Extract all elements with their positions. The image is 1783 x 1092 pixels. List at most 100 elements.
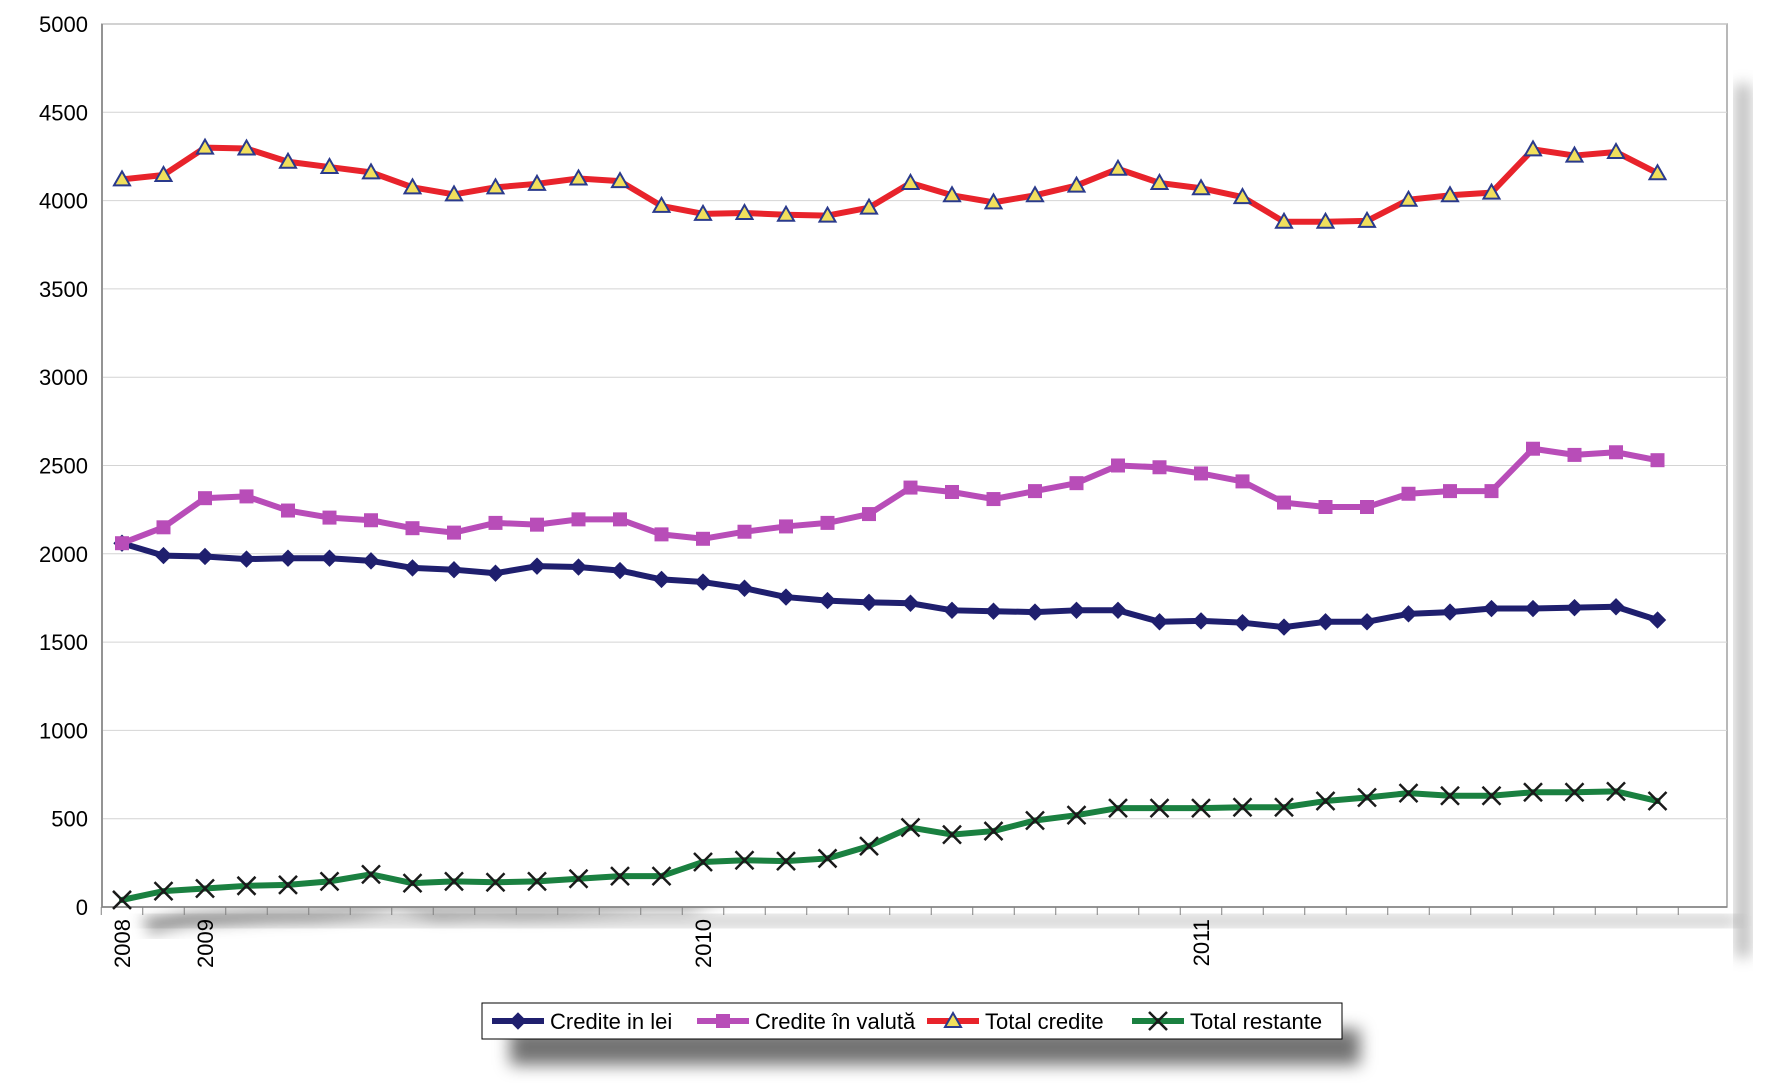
data-point-triangle — [1523, 139, 1543, 157]
data-point-diamond — [860, 593, 878, 612]
data-point-square — [1567, 447, 1582, 462]
data-point-square — [1609, 445, 1623, 460]
data-point-triangle — [527, 173, 547, 191]
data-point-diamond — [943, 601, 961, 620]
data-point-square — [1028, 484, 1042, 499]
plot-shadow-bottom — [142, 915, 1737, 927]
data-point-triangle — [1647, 163, 1668, 181]
data-point-diamond — [1358, 613, 1376, 631]
data-point-x — [1315, 791, 1336, 811]
data-point-x — [1148, 1011, 1168, 1031]
data-point-diamond — [237, 550, 256, 568]
data-point-square — [364, 513, 378, 528]
data-point-x — [485, 872, 506, 893]
data-point-x — [527, 871, 547, 892]
data-point-triangle — [444, 184, 464, 202]
data-point-square — [1235, 474, 1250, 489]
data-point-x — [195, 878, 215, 899]
y-tick-label: 4000 — [39, 189, 88, 214]
data-point-triangle — [1066, 175, 1087, 193]
data-point-x — [1564, 782, 1585, 803]
data-point-square — [716, 1014, 730, 1028]
data-point-triangle — [1025, 185, 1045, 203]
legend-label: Credite in lei — [550, 1009, 672, 1034]
y-tick-label: 0 — [76, 895, 88, 920]
data-point-triangle — [319, 157, 340, 175]
data-point-square — [115, 536, 129, 551]
data-point-diamond — [984, 602, 1003, 620]
data-point-x — [817, 848, 838, 869]
data-point-diamond — [569, 558, 588, 576]
legend-box — [481, 1002, 1343, 1040]
legend-item: Credite in lei — [492, 1009, 672, 1034]
x-tick-label: 2009 — [193, 919, 218, 968]
data-point-square — [488, 515, 503, 530]
data-point-x — [361, 864, 381, 885]
data-point-x — [983, 821, 1004, 841]
data-point-x — [734, 850, 755, 871]
data-point-x — [942, 824, 962, 845]
data-point-diamond — [196, 547, 214, 566]
data-point-x — [1481, 785, 1502, 806]
y-tick-label: 3500 — [39, 277, 88, 302]
data-point-square — [322, 510, 337, 525]
data-point-square — [779, 519, 793, 534]
data-point-triangle — [776, 204, 796, 222]
data-point-square — [820, 515, 835, 530]
data-point-x — [1232, 797, 1253, 818]
data-point-diamond — [320, 549, 339, 567]
data-point-square — [1401, 486, 1416, 501]
data-point-diamond — [1192, 612, 1210, 630]
data-point-diamond — [279, 549, 297, 567]
data-point-square — [1360, 500, 1374, 515]
data-point-diamond — [154, 546, 173, 565]
data-point-triangle — [361, 162, 381, 180]
data-point-triangle — [402, 177, 423, 195]
data-point-diamond — [1067, 601, 1086, 620]
data-point-square — [198, 491, 212, 506]
data-point-diamond — [1026, 603, 1044, 621]
legend-label: Credite în valută — [755, 1009, 916, 1034]
data-point-triangle — [1274, 211, 1294, 229]
data-point-diamond — [509, 1012, 527, 1030]
data-point-triangle — [278, 151, 298, 169]
data-point-triangle — [1232, 187, 1253, 205]
data-point-triangle — [568, 168, 589, 186]
data-point-x — [1025, 810, 1045, 831]
data-point-triangle — [1357, 210, 1377, 228]
data-point-triangle — [1440, 185, 1460, 203]
series-group — [112, 137, 1668, 910]
data-point-diamond — [528, 557, 546, 575]
y-tick-label: 2000 — [39, 542, 88, 567]
data-point-square — [1277, 495, 1291, 510]
data-point-triangle — [1564, 145, 1585, 163]
data-point-diamond — [1524, 599, 1542, 618]
plot-shadow-right — [1735, 84, 1751, 957]
x-tick-label: 2008 — [110, 919, 135, 968]
data-point-diamond — [1109, 601, 1127, 620]
data-point-square — [156, 520, 171, 535]
data-point-diamond — [1275, 618, 1293, 636]
x-tick-label: 2010 — [691, 919, 716, 968]
data-point-x — [776, 851, 796, 871]
y-tick-label: 500 — [51, 807, 88, 832]
data-point-square — [530, 517, 544, 532]
data-point-diamond — [611, 561, 629, 580]
data-point-diamond — [818, 591, 837, 610]
axes: 0 500 1000 1500 2000 2500 3000 3500 4000 4500 5000… — [39, 12, 1727, 968]
data-point-triangle — [817, 205, 838, 223]
data-point-x — [444, 871, 464, 892]
data-point-x — [1274, 797, 1294, 818]
data-point-diamond — [1441, 603, 1459, 621]
data-point-diamond — [1482, 599, 1501, 618]
data-point-triangle — [1191, 178, 1211, 196]
data-point-diamond — [694, 573, 712, 591]
data-point-square — [1484, 484, 1499, 499]
data-point-square — [737, 524, 752, 539]
data-point-square — [1318, 500, 1333, 515]
data-point-triangle — [485, 177, 506, 195]
data-point-x — [1066, 805, 1087, 826]
data-point-square — [862, 507, 876, 522]
data-point-square — [654, 527, 669, 542]
